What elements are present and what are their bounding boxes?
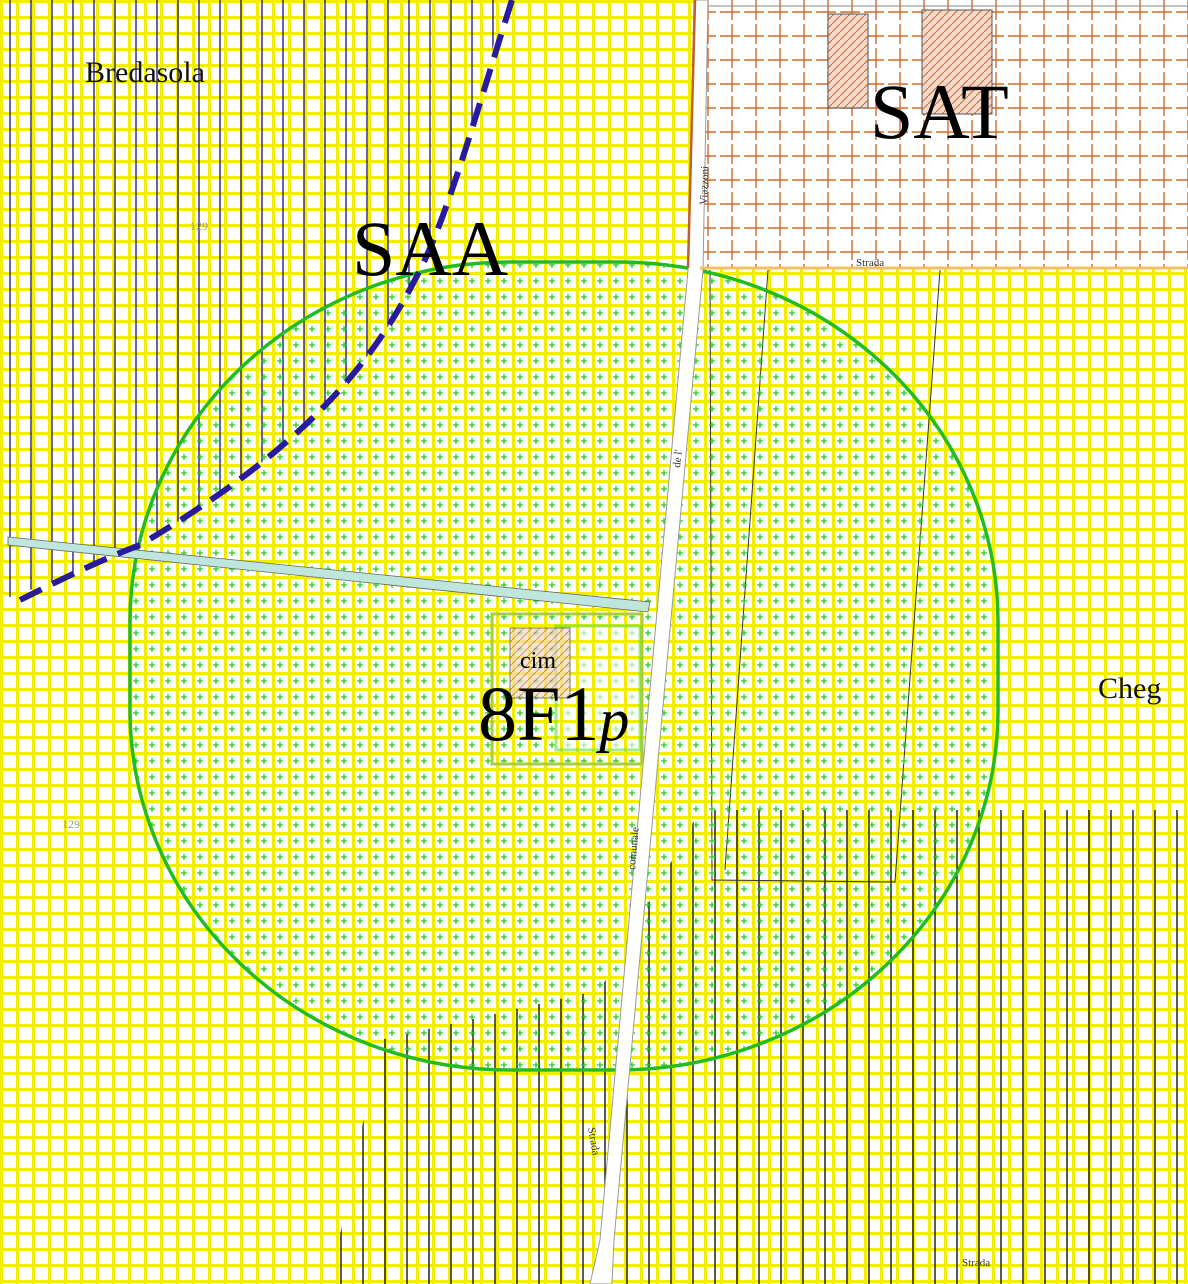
- zone-subscript: p: [595, 687, 629, 753]
- elevation-label: 129: [62, 817, 80, 831]
- zone-label: SAA: [352, 205, 508, 292]
- street-label: de l': [671, 449, 685, 468]
- place-label: Cheg: [1098, 672, 1161, 705]
- elevation-label: 129: [190, 219, 208, 233]
- street-label: Strada: [962, 1257, 990, 1269]
- street-label: Strada: [856, 257, 884, 269]
- zone-label: SAT: [870, 68, 1009, 155]
- map: Bredasola SAA SAT Viazzoni Strada de l' …: [0, 0, 1188, 1284]
- building: [828, 14, 868, 108]
- page: {"labels": { "bredasola": "Bredasola", "…: [0, 0, 1188, 1284]
- place-label: Bredasola: [85, 56, 205, 89]
- street-label: Viazzoni: [698, 166, 711, 205]
- zone-code: 8F1: [478, 670, 599, 757]
